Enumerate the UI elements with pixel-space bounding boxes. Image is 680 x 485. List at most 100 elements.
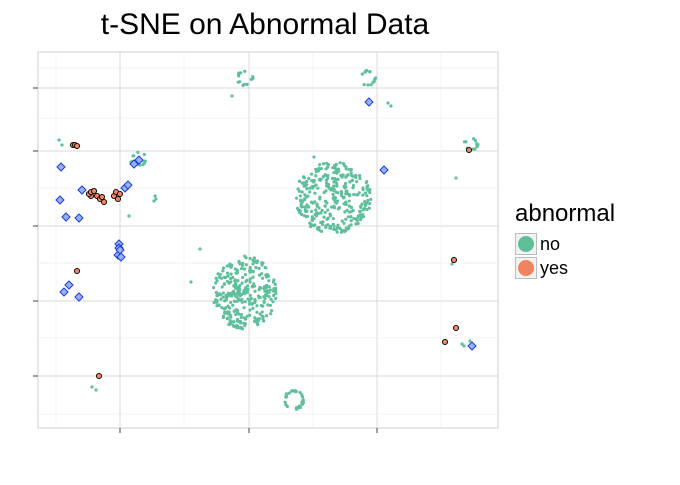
data-point-no-299	[305, 183, 309, 187]
data-point-no-682	[136, 150, 140, 155]
data-point-no-617	[219, 293, 223, 297]
data-point-no-671	[371, 80, 375, 84]
diamond-marker-6	[59, 287, 69, 297]
data-point-no-719	[462, 344, 466, 348]
data-point-no-187	[344, 200, 348, 204]
data-point-no-663	[251, 75, 255, 79]
data-point-no-303	[305, 203, 309, 207]
data-point-no-595	[248, 313, 252, 317]
data-point-no-478	[248, 280, 252, 284]
data-point-no-581	[239, 315, 243, 320]
data-point-no-190	[356, 221, 360, 226]
data-point-no-174	[334, 178, 338, 182]
data-point-no-60	[358, 209, 362, 214]
data-point-no-573	[234, 283, 238, 287]
data-point-yes-16	[95, 372, 103, 380]
data-point-no-515	[244, 279, 248, 284]
data-point-no-294	[332, 180, 336, 184]
data-point-no-468	[231, 303, 235, 307]
data-point-no-608	[228, 320, 233, 325]
data-point-no-84	[352, 216, 356, 221]
data-point-no-268	[349, 215, 353, 219]
data-point-no-500	[254, 265, 258, 270]
data-point-no-593	[248, 266, 252, 270]
data-point-no-129	[346, 215, 350, 219]
data-point-no-516	[238, 262, 242, 266]
data-point-no-214	[365, 187, 369, 191]
data-point-no-554	[243, 254, 247, 258]
data-point-no-99	[332, 206, 337, 210]
data-point-no-380	[243, 300, 247, 304]
data-point-no-574	[243, 317, 248, 321]
data-point-no-286	[316, 226, 320, 230]
data-point-no-538	[233, 294, 237, 298]
data-point-no-167	[326, 216, 330, 220]
data-point-no-578	[220, 285, 224, 289]
data-point-no-270	[328, 224, 333, 228]
data-point-no-678	[142, 152, 146, 157]
data-point-no-607	[240, 300, 244, 304]
data-point-no-223	[317, 166, 321, 171]
data-point-no-492	[251, 285, 255, 289]
data-point-no-156	[357, 173, 362, 178]
data-point-no-288	[303, 208, 308, 212]
data-point-no-466	[267, 285, 271, 289]
data-point-no-86	[351, 174, 355, 178]
data-point-no-677	[373, 77, 377, 82]
data-point-no-314	[319, 167, 323, 171]
data-point-no-551	[274, 296, 278, 301]
data-point-no-73	[367, 206, 371, 210]
data-point-no-568	[264, 266, 268, 270]
data-point-no-662	[236, 80, 240, 84]
data-point-no-676	[368, 70, 372, 74]
data-point-no-365	[268, 303, 272, 307]
data-point-no-139	[368, 201, 372, 206]
data-point-no-486	[273, 282, 277, 286]
diamond-marker-19	[467, 341, 477, 351]
data-point-no-488	[221, 314, 226, 318]
data-point-no-9	[300, 190, 304, 194]
data-point-no-110	[323, 210, 327, 215]
data-point-no-359	[241, 275, 245, 280]
data-point-no-416	[239, 266, 244, 271]
data-point-no-548	[237, 285, 241, 290]
data-point-no-447	[221, 295, 225, 299]
data-point-no-76	[302, 176, 306, 180]
data-point-no-591	[264, 314, 269, 318]
data-point-no-260	[323, 204, 327, 208]
data-point-no-291	[318, 163, 322, 167]
legend: abnormal no yes	[515, 200, 615, 280]
data-point-no-709	[153, 194, 157, 198]
data-point-no-141	[347, 210, 352, 214]
data-point-no-300	[326, 176, 330, 180]
data-point-no-714	[386, 101, 390, 105]
data-point-no-102	[368, 190, 372, 195]
data-point-no-281	[352, 192, 356, 197]
data-point-no-464	[273, 286, 278, 291]
data-point-no-77	[316, 186, 320, 190]
data-point-no-519	[263, 293, 268, 297]
data-point-no-545	[246, 284, 250, 288]
data-point-no-610	[223, 306, 227, 311]
legend-item-no: no	[515, 232, 615, 256]
data-point-no-332	[236, 279, 240, 283]
data-point-no-442	[269, 297, 273, 301]
chart-title: t-SNE on Abnormal Data	[100, 8, 430, 41]
data-point-no-265	[339, 173, 343, 177]
diamond-marker-11	[116, 252, 126, 262]
data-point-no-181	[294, 196, 299, 200]
data-point-no-605	[248, 256, 252, 261]
data-point-no-689	[132, 154, 136, 158]
data-point-no-715	[389, 104, 393, 108]
data-point-no-577	[226, 304, 230, 308]
data-point-no-284	[361, 188, 365, 192]
data-point-no-512	[226, 312, 230, 316]
data-point-no-37	[331, 166, 335, 170]
data-point-no-225	[345, 208, 349, 212]
data-point-no-612	[214, 298, 218, 302]
data-point-no-514	[257, 295, 261, 300]
data-point-no-534	[235, 310, 240, 314]
data-point-no-517	[260, 261, 264, 265]
data-point-no-122	[303, 193, 307, 197]
